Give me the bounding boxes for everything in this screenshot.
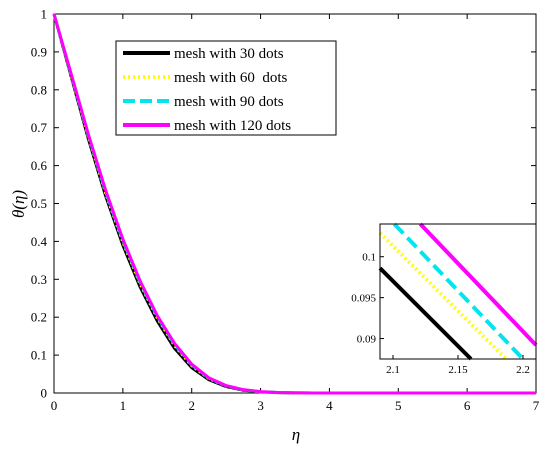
- y-tick-label: 0.4: [31, 234, 48, 249]
- y-tick-label: 0.9: [31, 44, 47, 59]
- legend-box: [115, 40, 337, 136]
- inset-zoom: 2.1 2.15 2.2 0.09 0.095 0.1: [351, 222, 538, 376]
- x-tick-label: 2: [188, 398, 195, 413]
- main-axis-ticks: 0 1 2 3 4 5 6 7 0 0.1 0.2 0.3 0.4 0.5 0.6 0.7 0.8 0.9 1: [31, 7, 540, 414]
- x-tick-label: 4: [326, 398, 333, 413]
- y-tick-label: 0.5: [31, 196, 47, 211]
- inset-y-tick-label: 0.095: [351, 293, 376, 305]
- main-series-group: [52, 13, 536, 395]
- x-tick-label: 0: [51, 398, 58, 413]
- legend-label-30: mesh with 30 dots: [174, 46, 284, 62]
- y-tick-label: 0.6: [31, 158, 48, 173]
- legend-label-120: mesh with 120 dots: [174, 118, 291, 134]
- series-line-4: [52, 13, 536, 395]
- y-tick-label: 0.3: [31, 272, 47, 287]
- x-tick-label: 1: [120, 398, 127, 413]
- y-tick-label: 1: [41, 7, 48, 22]
- legend-label-90: mesh with 90 dots: [174, 94, 284, 110]
- inset-y-tick-label: 0.09: [357, 334, 377, 346]
- inset-x-tick-label: 2.2: [516, 364, 530, 376]
- inset-series-line-4: [418, 222, 538, 347]
- inset-series-group: [378, 222, 538, 361]
- y-tick-label: 0.2: [31, 310, 47, 325]
- y-tick-label: 0.8: [31, 82, 47, 97]
- y-tick-label: 0.7: [31, 120, 48, 135]
- inset-axis-ticks: 2.1 2.15 2.2 0.09 0.095 0.1: [351, 252, 530, 376]
- inset-series-line-1: [378, 266, 473, 361]
- x-axis-label: η: [292, 425, 300, 444]
- legend-label-60: mesh with 60 dots: [174, 70, 287, 86]
- inset-series-line-3: [392, 222, 525, 361]
- inset-x-tick-label: 2.1: [386, 364, 400, 376]
- x-tick-label: 3: [257, 398, 264, 413]
- x-tick-label: 5: [395, 398, 402, 413]
- y-tick-label: 0.1: [31, 348, 47, 363]
- inset-y-tick-label: 0.1: [362, 252, 376, 264]
- y-tick-label: 0: [41, 386, 48, 401]
- legend: mesh with 30 dots mesh with 60 dots mesh…: [115, 40, 337, 136]
- x-tick-label: 7: [533, 398, 540, 413]
- inset-x-tick-label: 2.15: [448, 364, 468, 376]
- x-tick-label: 6: [464, 398, 471, 413]
- y-axis-label: θ(η): [9, 190, 28, 218]
